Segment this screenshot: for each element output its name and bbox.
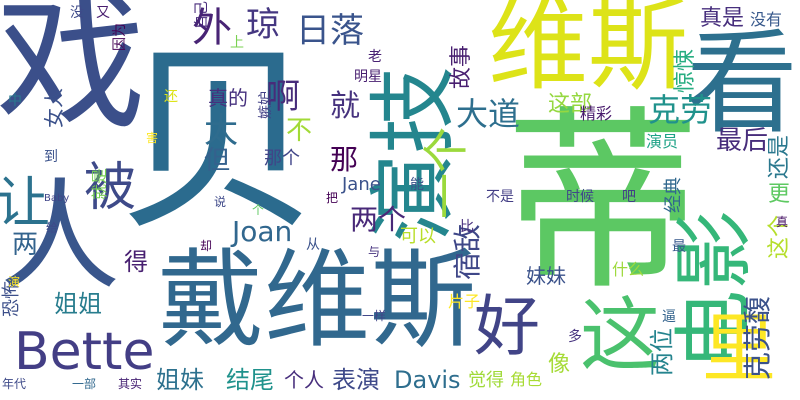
word-xi: 戏 [0,0,147,150]
word-pianzi: 片子 [448,292,481,311]
word-na: 那 [330,143,359,176]
word-hai2: 害 [146,131,159,145]
word-zhebu: 这部 [548,92,593,117]
word-bi2: 逼 [662,309,676,325]
word-zhen: 真 [776,215,789,229]
word-shenme: 什么 [612,260,645,279]
word-weisi: 维斯 [488,0,688,104]
word-liang: 两 [12,230,39,260]
word-yu: 与 [368,245,381,259]
word-jiushi: 就是 [90,167,110,201]
word-liangge: 两个 [350,203,407,236]
word-daiweisi: 戴维斯 [158,239,476,362]
word-ge: 个 [252,203,265,217]
word-mingxing: 明星 [354,69,382,85]
word-ba2: 把 [326,191,339,205]
word-bei2: 被 [84,158,137,218]
word-ren: 人 [0,168,120,307]
word-jiu: 就 [330,89,360,124]
word-xiang: 像 [548,352,571,377]
word-meiyou: 没有 [750,10,783,29]
word-bushi: 不是 [486,189,514,205]
word-de: 得 [124,248,148,276]
word-bei: 贝 [118,25,319,258]
word-riluo: 日落 [296,11,364,51]
word-yiyang: 一样 [362,309,387,323]
word-kelao: 克劳 [648,91,713,129]
word-zhenshi: 真是 [700,6,745,31]
word-bi: 比 [460,219,474,235]
word-geng: 更 [768,182,791,207]
word-you: 又 [96,5,110,21]
word-dao: 到 [44,149,58,165]
word-jingcai: 精彩 [580,104,613,123]
word-zuihou: 最后 [716,126,769,156]
word-zui: 最 [672,239,686,255]
word-shihou: 时候 [566,189,594,205]
word-juese: 角色 [510,370,543,389]
word-yanyuan: 演员 [646,132,679,151]
word-que: 却 [200,239,213,253]
word-dadao: 大道 [456,95,521,133]
word-li: 里 [702,306,776,392]
word-qishi: 其实 [118,377,143,391]
word-yibu: 一部 [72,377,97,391]
word-jidu: 嫉妒 [258,91,274,119]
word-di: 蒂 [505,89,700,316]
word-baby: Baby [44,193,70,204]
word-nvren: 女人 [42,88,66,128]
word-niandai: 年代 [2,377,27,391]
word-bu: 不 [286,116,313,146]
word-jingsong: 惊悚 [673,48,699,94]
word-biaoyan: 表演 [332,366,380,394]
word-lao: 老 [368,49,382,65]
word-shuo: 说 [214,195,227,209]
word-juede: 觉得 [468,370,504,391]
word-a: 啊 [266,77,300,117]
word-jane: Jane [342,174,381,195]
word-davis: Davis [394,366,461,394]
word-jingdian: 经典 [663,177,684,213]
word-tai: 太 [204,111,238,151]
word-jiewei: 结尾 [226,366,274,394]
word-keyi: 可以 [400,226,436,247]
word-zhe: 这 [580,289,660,382]
word-dan: 但 [204,146,231,176]
word-mei: 没 [70,5,84,21]
word-zhong: 中 [8,93,22,109]
word-nage: 那个 [264,148,300,169]
word-yige: 一个 [419,127,473,219]
word-qiong: 琼 [246,5,280,45]
word-haishi: 还是 [767,134,793,180]
word-jiemei: 姐妹 [156,366,204,394]
word-gei: 给 [46,221,59,235]
word-hai: 还 [164,89,178,105]
word-joan: Joan [232,215,293,248]
word-hao: 好 [474,288,540,365]
word-jiejie: 姐姐 [54,290,102,318]
word-bette: Bette [14,322,155,382]
word-ba: 吧 [622,189,636,205]
word-duo: 多 [568,329,582,345]
word-liangwei: 两位 [648,328,676,376]
word-wai: 外 [192,5,232,51]
word-gushi: 故事 [449,44,475,90]
word-shang: 上 [230,35,244,51]
word-kan: 看 [686,19,798,149]
word-geren: 个人 [284,368,324,392]
word-rang: 让 [0,171,50,234]
word-ziji: 自己 [194,1,210,29]
word-yan: 演 [8,275,21,289]
word-neng: 能 [410,177,424,193]
word-kelaofu: 克劳馥 [741,295,775,381]
word-zhende: 真的 [208,86,248,110]
word-meimei: 妹妹 [526,264,566,288]
word-yinwei: 因为 [112,23,128,51]
word-cong: 从 [306,237,320,253]
